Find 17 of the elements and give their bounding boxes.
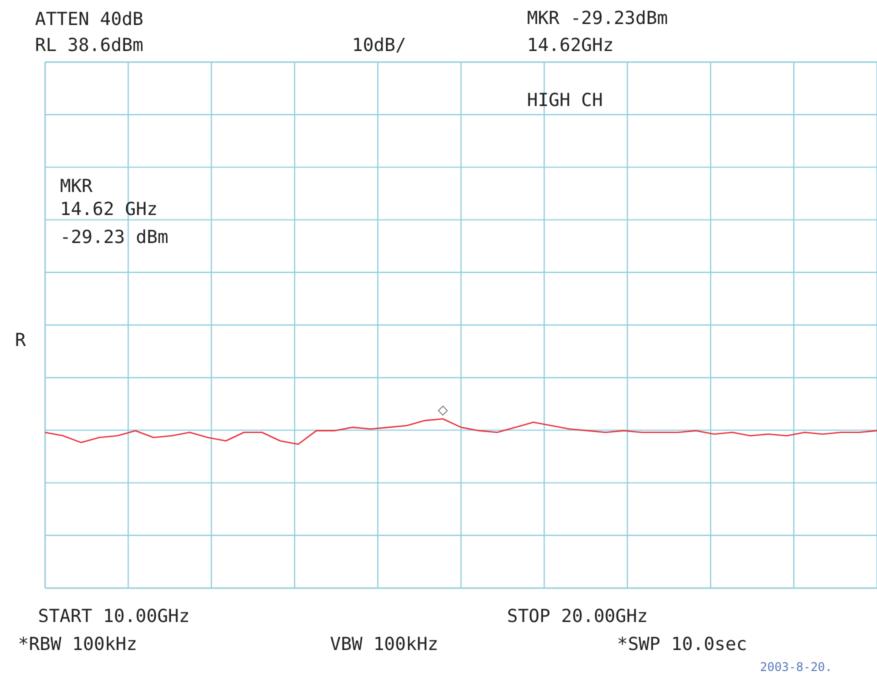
text: R bbox=[15, 330, 26, 351]
text: 2003-8-20. bbox=[760, 660, 832, 674]
text: *SWP 10.0sec bbox=[617, 634, 748, 655]
text: MKR bbox=[60, 176, 93, 197]
text: 14.62GHz bbox=[527, 35, 614, 56]
text: 14.62 GHz bbox=[60, 199, 158, 220]
text: START 10.00GHz bbox=[38, 606, 190, 627]
text: *RBW 100kHz bbox=[18, 634, 138, 655]
text: VBW 100kHz bbox=[330, 634, 438, 655]
annotation: ◇ bbox=[438, 402, 448, 418]
text: HIGH CH bbox=[527, 90, 603, 111]
text: -29.23 dBm bbox=[60, 227, 168, 248]
text: MKR -29.23dBm bbox=[527, 8, 668, 29]
text: RL 38.6dBm bbox=[35, 35, 144, 56]
text: STOP 20.00GHz bbox=[507, 606, 648, 627]
text: 10dB/ bbox=[352, 35, 406, 56]
text: ATTEN 40dB bbox=[35, 9, 144, 30]
